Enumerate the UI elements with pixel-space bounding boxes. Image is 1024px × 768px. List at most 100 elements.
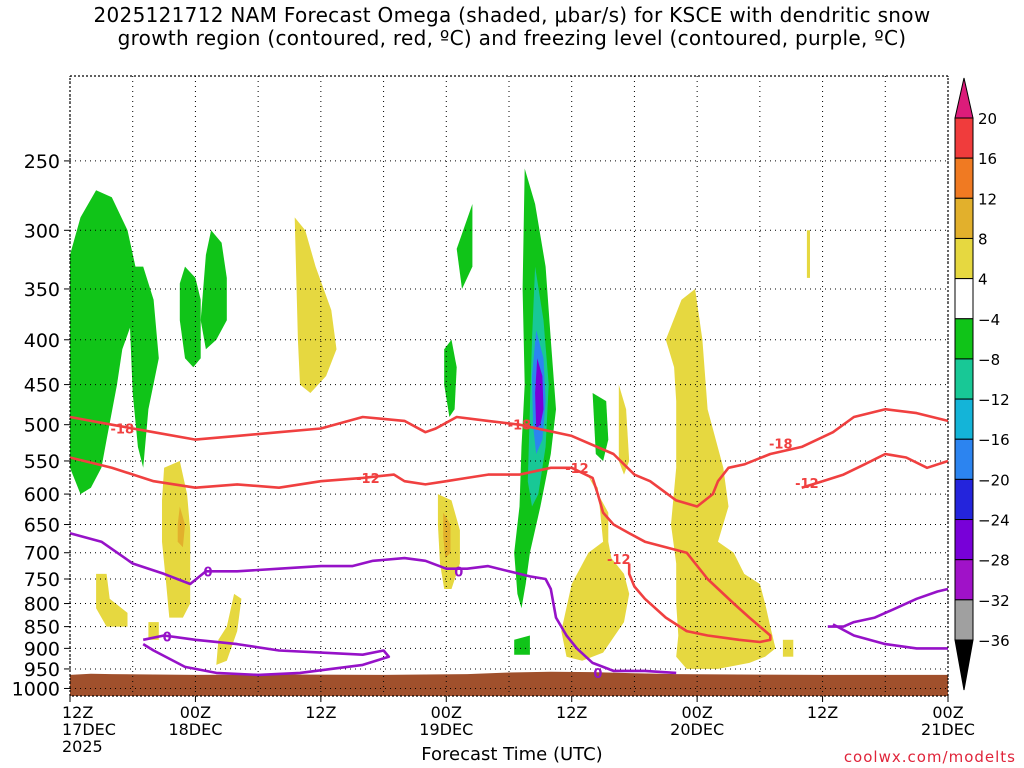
colorbar-label: 16 [978,150,997,168]
omega-region [618,384,630,475]
contour-layer: -18 -18 -18 -12 -12 -12 -12 0 0 0 0 [69,407,949,682]
omega-region [162,461,191,618]
contour-freezing-0c-low [142,634,391,677]
x-tick-label: 00Z [431,703,462,722]
contour-label: -12 [607,553,631,568]
x-tick-label: 20DEC [670,720,724,739]
colorbar-swatch [954,237,974,280]
y-tick-label: 900 [24,638,60,660]
x-tick-label: 21DEC [921,720,975,739]
x-tick-label: 2025 [62,737,103,756]
omega-region [179,266,201,368]
y-tick-label: 550 [24,451,60,473]
omega-region [535,358,544,429]
omega-region [443,512,451,559]
y-tick-label: 850 [24,617,60,639]
colorbar-label: 4 [978,271,988,289]
y-tick-label: 650 [24,515,60,537]
omega-region [514,635,530,655]
colorbar-swatch [954,358,974,400]
omega-region [127,266,159,468]
omega-region [294,217,337,393]
contour-label: 0 [593,667,602,682]
colorbar-label: 12 [978,190,997,208]
omega-shading-layer [70,168,810,669]
title-line-2: growth region (contoured, red, ºC) and f… [117,26,907,50]
omega-region [96,573,128,627]
credit-link[interactable]: coolwx.com/modelts [843,748,1016,766]
x-tick-label: 19DEC [419,720,473,739]
y-tick-label: 800 [24,594,60,616]
colorbar-label: −36 [978,632,1010,650]
colorbar-swatch [954,157,974,199]
colorbar-swatch [954,519,974,561]
colorbar-label: 20 [978,110,997,128]
contour-dgz--12c [69,456,772,644]
x-tick-label: 00Z [180,703,211,722]
omega-region [444,339,457,417]
omega-region [200,230,227,350]
y-tick-label: 500 [24,415,60,437]
contour-label: -18 [111,422,135,437]
ground-surface [70,671,948,696]
omega-region [177,506,185,548]
x-axis-label: Forecast Time (UTC) [421,744,603,765]
contour-label: -12 [565,462,589,477]
axes-layer: 2503003504004505005506006507007508008509… [12,151,975,756]
x-tick-label: 12Z [305,703,336,722]
plot-frame [69,75,949,697]
y-tick-label: 350 [24,279,60,301]
colorbar-bottom-arrow [954,639,974,691]
page-title: 2025121712 NAM Forecast Omega (shaded, μ… [0,4,1024,50]
contour-freezing-0c-east-low [832,623,948,650]
frame-layer [69,75,949,697]
x-tick-label: 12Z [556,703,587,722]
colorbar-swatch [954,478,974,521]
contour-label: 0 [203,565,212,580]
colorbar-swatch [954,599,974,641]
colorbar-swatch [954,398,974,440]
colorbar-swatch [954,117,974,159]
colorbar-label: −4 [978,311,1000,329]
x-tick-label: 12Z [807,703,838,722]
y-tick-label: 950 [24,659,60,681]
colorbar-label: 8 [978,230,988,248]
grid-layer [69,76,949,696]
y-tick-label: 700 [24,543,60,565]
y-tick-label: 450 [24,375,60,397]
colorbar: 20 16 12 8 4 −4 −8 −12 −16 −20 −24 −28 −32 −36 [954,77,1010,691]
y-tick-label: 600 [24,484,60,506]
omega-region [456,204,473,289]
colorbar-swatch [954,278,974,320]
x-tick-label: 18DEC [168,720,222,739]
colorbar-label: −28 [978,552,1010,570]
colorbar-label: −24 [978,512,1010,530]
y-tick-label: 1000 [12,678,60,700]
colorbar-label: −20 [978,471,1010,489]
omega-region [806,230,810,278]
contour-dgz--18c [69,407,949,508]
x-tick-label: 12Z [62,703,93,722]
colorbar-label: −12 [978,391,1010,409]
contour-label: 0 [163,630,172,645]
colorbar-top-arrow [954,77,974,119]
omega-region [782,639,794,657]
contour-label: -18 [508,419,532,434]
contour-freezing-0c [69,531,677,675]
colorbar-swatch [954,318,974,360]
title-line-1: 2025121712 NAM Forecast Omega (shaded, μ… [93,3,931,27]
y-tick-label: 250 [24,151,60,173]
y-tick-label: 400 [24,330,60,352]
colorbar-swatch [954,559,974,601]
colorbar-label: −8 [978,351,1000,369]
colorbar-swatch [954,197,974,239]
x-tick-label: 00Z [681,703,712,722]
omega-region [561,474,630,661]
contour-label: -12 [356,472,380,487]
colorbar-swatch [954,438,974,480]
colorbar-label: −16 [978,431,1010,449]
contour-freezing-0c-east [827,587,949,628]
x-tick-label: 17DEC [62,720,116,739]
y-tick-label: 750 [24,569,60,591]
